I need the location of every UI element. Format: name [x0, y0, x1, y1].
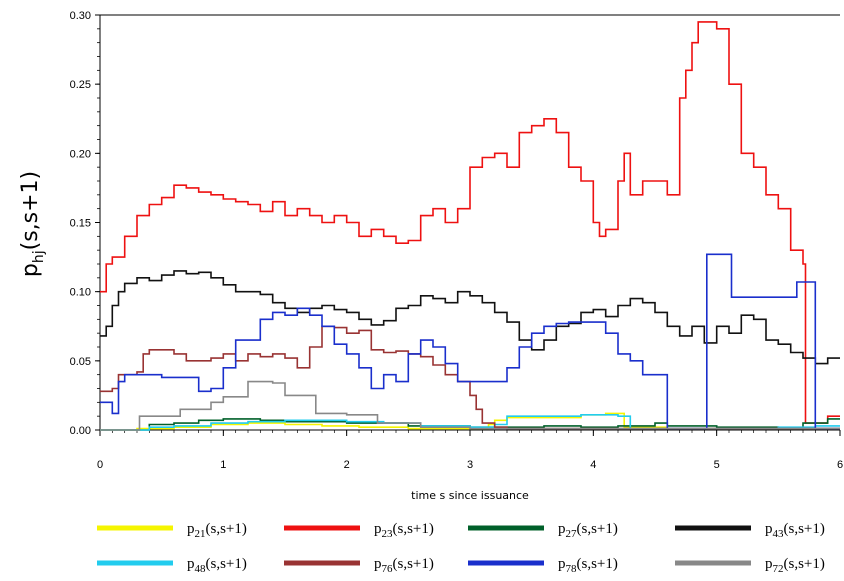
legend-label: p27(s,s+1)	[558, 521, 618, 540]
x-tick-label: 5	[714, 459, 720, 471]
y-tick-label: 0.15	[70, 218, 91, 230]
series-line-78	[100, 253, 840, 430]
x-axis-title: time s since issuance	[411, 489, 529, 502]
legend-item-43: p43(s,s+1)	[675, 521, 825, 540]
legend-label: p72(s,s+1)	[765, 556, 825, 575]
legend-item-48: p48(s,s+1)	[97, 556, 247, 575]
y-tick-label: 0.20	[70, 148, 91, 160]
x-tick-label: 1	[220, 459, 226, 471]
legend-item-76: p76(s,s+1)	[284, 556, 434, 575]
x-tick-label: 0	[97, 459, 103, 471]
y-tick-label: 0.05	[70, 356, 91, 368]
legend: p21(s,s+1) p23(s,s+1) p27(s,s+1) p43(s,s+1)…	[97, 521, 825, 575]
legend-label: p23(s,s+1)	[374, 521, 434, 540]
legend-item-23: p23(s,s+1)	[284, 521, 434, 540]
series-line-72	[100, 380, 840, 431]
x-axis: 0 1 2 3 4 5 6	[97, 430, 843, 471]
y-tick-label: 0.00	[70, 425, 91, 437]
legend-label: p78(s,s+1)	[558, 556, 618, 575]
legend-item-21: p21(s,s+1)	[97, 521, 247, 540]
y-tick-label: 0.10	[70, 287, 91, 299]
legend-label: p76(s,s+1)	[374, 556, 434, 575]
y-tick-label: 0.25	[70, 79, 91, 91]
legend-item-78: p78(s,s+1)	[468, 556, 618, 575]
legend-label: p21(s,s+1)	[187, 521, 247, 540]
legend-label: p43(s,s+1)	[765, 521, 825, 540]
series-lines	[100, 21, 840, 431]
series-line-43	[100, 270, 840, 365]
series-line-76	[100, 325, 840, 430]
legend-item-27: p27(s,s+1)	[468, 521, 618, 540]
legend-item-72: p72(s,s+1)	[675, 556, 825, 575]
x-tick-label: 6	[837, 459, 843, 471]
legend-label: p48(s,s+1)	[187, 556, 247, 575]
y-axis-title: phj(s,s+1)	[18, 171, 47, 277]
x-tick-label: 4	[590, 459, 596, 471]
y-axis: 0.00 0.05 0.10 0.15 0.20 0.25 0.30	[70, 10, 100, 437]
series-line-23	[100, 21, 840, 424]
x-tick-label: 3	[467, 459, 473, 471]
y-tick-label: 0.30	[70, 10, 91, 22]
x-tick-label: 2	[344, 459, 350, 471]
